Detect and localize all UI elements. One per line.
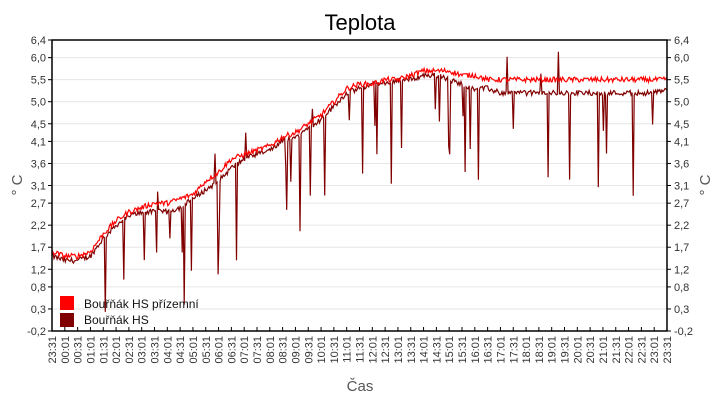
x-tick-label: 18:01 bbox=[521, 336, 533, 364]
legend-label-prizemni: Bouřňák HS přízemní bbox=[84, 297, 199, 311]
y-tick-label: 1,7 bbox=[674, 242, 689, 254]
y-tick-label: 2,7 bbox=[674, 198, 689, 210]
y-tick-label: 3,6 bbox=[674, 158, 689, 170]
y-tick-label: 4,1 bbox=[31, 136, 46, 148]
x-tick-label: 22:01 bbox=[624, 336, 636, 364]
gridlines bbox=[52, 39, 667, 332]
x-tick-label: 08:31 bbox=[278, 336, 290, 364]
x-tick-label: 07:31 bbox=[252, 336, 264, 364]
x-tick-label: 19:31 bbox=[560, 336, 572, 364]
y-axis-label-right: ° C bbox=[697, 174, 714, 195]
y-tick-label: 4,1 bbox=[674, 136, 689, 148]
y-axis-left: 6,4 6,0 5,5 5,0 4,5 4,1 3,6 3,1 2,7 2,2 1,7 1,2 0,8 0… bbox=[27, 35, 52, 338]
x-tick-label: 08:01 bbox=[265, 336, 277, 364]
y-tick-label: 1,7 bbox=[31, 242, 46, 254]
y-tick-label: 5,0 bbox=[674, 97, 689, 109]
y-tick-label: 6,4 bbox=[31, 35, 46, 47]
x-tick-label: 16:31 bbox=[483, 336, 495, 364]
y-tick-label: 0,3 bbox=[31, 304, 46, 316]
x-tick-label: 10:01 bbox=[316, 336, 328, 364]
x-tick-label: 02:31 bbox=[124, 336, 136, 364]
x-tick-label: 14:31 bbox=[431, 336, 443, 364]
y-tick-label: -0,2 bbox=[27, 326, 46, 338]
x-axis-label: Čas bbox=[347, 378, 374, 395]
series-line bbox=[51, 51, 668, 312]
x-tick-label: 05:31 bbox=[201, 336, 213, 364]
x-tick-label: 15:01 bbox=[444, 336, 456, 364]
y-axis-right: 6,4 6,0 5,5 5,0 4,5 4,1 3,6 3,1 2,7 2,2 1,7 1,2 0,8 0… bbox=[667, 35, 693, 338]
x-tick-label: 14:01 bbox=[419, 336, 431, 364]
y-tick-label: 3,1 bbox=[674, 181, 689, 193]
x-tick-label: 23:01 bbox=[649, 336, 661, 364]
x-tick-label: 10:31 bbox=[329, 336, 341, 364]
y-tick-label: -0,2 bbox=[674, 326, 693, 338]
x-tick-label: 06:31 bbox=[226, 336, 238, 364]
x-tick-label: 00:31 bbox=[73, 336, 85, 364]
y-tick-label: 0,3 bbox=[674, 304, 689, 316]
legend-swatch-hs bbox=[60, 313, 74, 327]
x-tick-label: 13:01 bbox=[393, 336, 405, 364]
x-tick-label: 17:31 bbox=[508, 336, 520, 364]
y-tick-label: 1,2 bbox=[31, 264, 46, 276]
x-tick-label: 21:01 bbox=[598, 336, 610, 364]
legend-label-hs: Bouřňák HS bbox=[84, 313, 149, 327]
x-tick-label: 16:01 bbox=[470, 336, 482, 364]
y-tick-label: 5,5 bbox=[674, 75, 689, 87]
legend-swatch-prizemni bbox=[60, 296, 74, 310]
y-tick-label: 3,6 bbox=[31, 158, 46, 170]
x-tick-label: 12:31 bbox=[380, 336, 392, 364]
x-tick-label: 23:31 bbox=[47, 336, 59, 364]
legend: Bouřňák HS přízemní Bouřňák HS bbox=[60, 296, 199, 327]
y-tick-label: 1,2 bbox=[674, 264, 689, 276]
y-tick-label: 3,1 bbox=[31, 181, 46, 193]
x-tick-label: 19:01 bbox=[547, 336, 559, 364]
x-tick-label: 15:31 bbox=[457, 336, 469, 364]
x-tick-label: 04:31 bbox=[175, 336, 187, 364]
y-tick-label: 6,0 bbox=[31, 53, 46, 65]
y-tick-label: 0,8 bbox=[31, 282, 46, 294]
x-tick-label: 21:31 bbox=[611, 336, 623, 364]
series-lines bbox=[51, 51, 668, 312]
x-tick-label: 03:31 bbox=[150, 336, 162, 364]
x-tick-label: 06:01 bbox=[214, 336, 226, 364]
x-tick-label: 01:01 bbox=[85, 336, 97, 364]
chart-title: Teplota bbox=[325, 10, 397, 35]
x-tick-label: 09:01 bbox=[290, 336, 302, 364]
x-tick-label: 20:31 bbox=[585, 336, 597, 364]
x-tick-label: 05:01 bbox=[188, 336, 200, 364]
y-tick-label: 6,0 bbox=[674, 53, 689, 65]
x-tick-label: 12:01 bbox=[367, 336, 379, 364]
y-tick-label: 0,8 bbox=[674, 282, 689, 294]
y-tick-label: 4,5 bbox=[674, 119, 689, 131]
y-tick-label: 4,5 bbox=[31, 119, 46, 131]
x-tick-label: 07:01 bbox=[239, 336, 251, 364]
x-tick-label: 22:31 bbox=[636, 336, 648, 364]
x-tick-label: 23:31 bbox=[662, 336, 674, 364]
x-tick-label: 13:31 bbox=[406, 336, 418, 364]
y-tick-label: 6,4 bbox=[674, 35, 689, 47]
y-axis-label-left: ° C bbox=[9, 174, 26, 195]
x-tick-label: 18:31 bbox=[534, 336, 546, 364]
x-tick-label: 03:01 bbox=[137, 336, 149, 364]
x-tick-label: 09:31 bbox=[303, 336, 315, 364]
x-tick-label: 11:31 bbox=[355, 336, 367, 363]
y-tick-label: 5,0 bbox=[31, 97, 46, 109]
y-tick-label: 5,5 bbox=[31, 75, 46, 87]
y-tick-label: 2,2 bbox=[674, 220, 689, 232]
x-tick-label: 17:01 bbox=[495, 336, 507, 364]
x-tick-label: 00:01 bbox=[60, 336, 72, 364]
x-axis: 23:31 00:01 00:31 01:01 01:31 02:01 02:31 03:01… bbox=[47, 327, 674, 364]
y-tick-label: 2,2 bbox=[31, 220, 46, 232]
x-tick-label: 20:01 bbox=[572, 336, 584, 364]
y-tick-label: 2,7 bbox=[31, 198, 46, 210]
x-tick-label: 11:01 bbox=[342, 336, 354, 363]
x-tick-label: 04:01 bbox=[162, 336, 174, 364]
x-tick-label: 02:01 bbox=[111, 336, 123, 364]
x-tick-label: 01:31 bbox=[98, 336, 110, 364]
series-line bbox=[51, 66, 668, 261]
